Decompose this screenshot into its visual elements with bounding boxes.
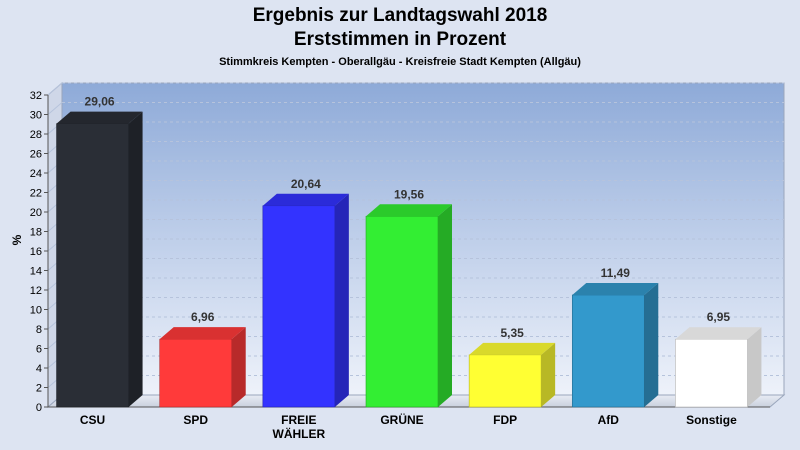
y-tick-label: 0 xyxy=(36,402,42,414)
y-tick-label: 6 xyxy=(36,344,42,356)
bar-front xyxy=(365,215,439,408)
bar-value-label: 11,49 xyxy=(601,266,631,280)
bar-top xyxy=(572,282,659,295)
x-tick-label: Sonstige xyxy=(686,413,737,427)
bar-side xyxy=(231,327,246,407)
bar-top xyxy=(469,342,556,355)
bar-front xyxy=(56,123,129,408)
bar-value-label: 29,06 xyxy=(85,95,115,109)
bar-front xyxy=(262,205,336,408)
bar-side xyxy=(541,342,556,407)
x-tick-label: GRÜNE xyxy=(380,412,423,427)
bar-side xyxy=(644,282,659,407)
y-tick-label: 22 xyxy=(30,188,42,200)
bar-top xyxy=(366,204,452,217)
y-tick-label: 10 xyxy=(30,305,42,317)
y-tick-label: 20 xyxy=(30,207,42,219)
bar-fdp xyxy=(468,342,556,408)
bar-front xyxy=(571,294,645,408)
x-tick-label: CSU xyxy=(80,413,105,427)
y-tick-label: 26 xyxy=(30,149,42,161)
y-tick-label: 8 xyxy=(36,324,42,336)
bar-front xyxy=(468,354,542,408)
bar-side xyxy=(128,111,143,407)
x-tick-label: FREIE xyxy=(281,413,316,427)
bar-front xyxy=(159,338,233,408)
bar-sonstige xyxy=(675,327,762,408)
y-tick-label: 24 xyxy=(30,168,42,180)
bar-value-label: 6,95 xyxy=(707,310,731,324)
bar-side xyxy=(747,327,762,407)
x-tick-label: WÄHLER xyxy=(273,426,326,441)
y-tick-label: 32 xyxy=(30,90,42,102)
gridline-side xyxy=(47,102,63,115)
bar-value-label: 5,35 xyxy=(500,326,524,340)
chart-subtitle: Stimmkreis Kempten - Oberallgäu - Kreisf… xyxy=(219,56,581,68)
gridline-side xyxy=(47,82,63,96)
y-tick-label: 2 xyxy=(36,383,42,395)
bar-top xyxy=(56,111,143,124)
bar-spd xyxy=(159,327,246,408)
chart-header: Ergebnis zur Landtagswahl 2018 Erststimm… xyxy=(0,0,800,68)
y-tick-label: 18 xyxy=(30,227,42,239)
bar-side xyxy=(438,204,452,407)
x-tick-label: AfD xyxy=(598,413,620,427)
y-tick-label: 12 xyxy=(30,285,42,297)
bar-front xyxy=(675,338,748,408)
y-tick-label: 4 xyxy=(36,363,42,375)
bar-value-label: 19,56 xyxy=(394,187,424,201)
bar-side xyxy=(334,193,349,407)
x-tick-label: FDP xyxy=(493,413,517,427)
bar-grüne xyxy=(365,204,452,408)
y-tick-label: 30 xyxy=(30,110,42,122)
bar-freie-wähler xyxy=(262,193,349,408)
bar-value-label: 20,64 xyxy=(291,177,321,191)
bar-top xyxy=(262,193,349,206)
x-tick-label: SPD xyxy=(183,413,208,427)
bar-csu xyxy=(56,111,143,408)
chart-title: Ergebnis zur Landtagswahl 2018 xyxy=(252,5,548,26)
y-axis-label: % xyxy=(10,234,24,245)
bar-top xyxy=(159,327,246,340)
bar-value-label: 6,96 xyxy=(191,310,215,324)
chart-title-secondary: Erststimmen in Prozent xyxy=(293,29,507,50)
bar-top xyxy=(675,327,762,340)
y-tick-label: 28 xyxy=(30,129,42,141)
y-tick-label: 16 xyxy=(30,246,42,258)
bar-afd xyxy=(571,282,659,408)
y-tick-label: 14 xyxy=(30,266,42,278)
